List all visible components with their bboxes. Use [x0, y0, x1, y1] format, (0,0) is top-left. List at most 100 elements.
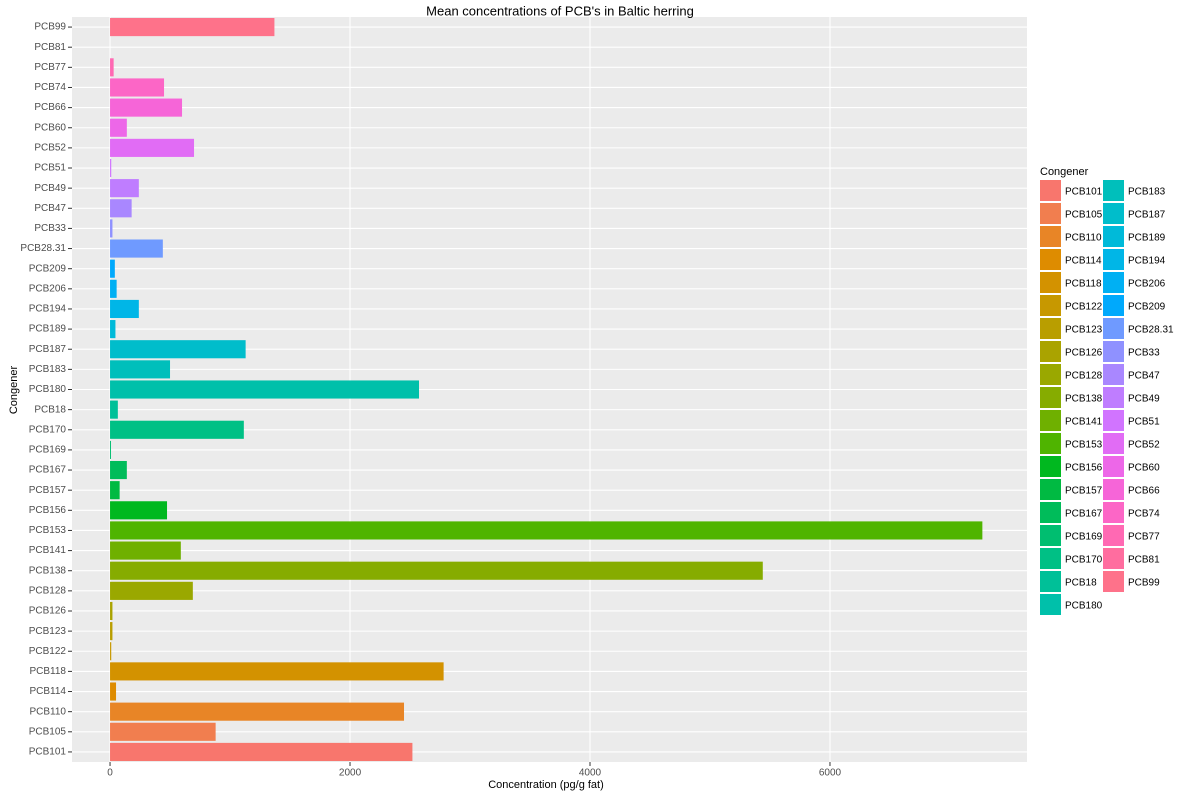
legend-key [1040, 341, 1061, 362]
legend-label: PCB189 [1128, 233, 1166, 244]
legend-label: PCB123 [1065, 325, 1103, 336]
legend-label: PCB114 [1065, 256, 1102, 267]
legend-key [1040, 387, 1061, 408]
legend-label: PCB126 [1065, 348, 1103, 359]
legend-label: PCB118 [1065, 279, 1102, 290]
legend-key [1040, 364, 1061, 385]
legend-label: PCB81 [1128, 555, 1160, 566]
legend-label: PCB194 [1128, 256, 1166, 267]
bar [110, 259, 115, 278]
legend-label: PCB138 [1065, 394, 1103, 405]
legend-label: PCB52 [1128, 440, 1160, 451]
legend-label: PCB167 [1065, 509, 1103, 520]
legend-key [1103, 226, 1124, 247]
legend-key [1040, 594, 1061, 615]
y-axis-title: Congener [8, 366, 20, 415]
bar [110, 481, 120, 500]
bar [110, 521, 983, 540]
y-tick-label: PCB105 [29, 726, 67, 737]
legend-key [1103, 249, 1124, 270]
bar [110, 541, 181, 560]
legend-label: PCB66 [1128, 486, 1160, 497]
legend-key [1040, 571, 1061, 592]
legend-key [1103, 456, 1124, 477]
bar [110, 158, 112, 178]
y-tick-label: PCB66 [34, 102, 66, 113]
y-tick-label: PCB156 [29, 505, 67, 516]
legend-label: PCB47 [1128, 371, 1160, 382]
y-tick-label: PCB60 [34, 122, 66, 133]
legend-title: Congener [1040, 166, 1089, 178]
legend-key [1040, 249, 1061, 270]
bar [110, 98, 183, 117]
legend-key [1103, 479, 1124, 500]
bar [110, 219, 113, 238]
bar [110, 279, 117, 298]
y-tick-label: PCB126 [29, 606, 67, 617]
bar [110, 662, 444, 681]
y-tick-label: PCB123 [29, 626, 67, 637]
legend-key [1040, 203, 1061, 224]
legend-label: PCB170 [1065, 555, 1103, 566]
bar [110, 622, 113, 641]
legend-label: PCB77 [1128, 532, 1160, 543]
legend-key [1040, 180, 1061, 201]
legend-label: PCB33 [1128, 348, 1160, 359]
bar [110, 581, 193, 600]
legend-label: PCB153 [1065, 440, 1103, 451]
y-tick-label: PCB99 [34, 22, 66, 33]
legend-label: PCB122 [1065, 302, 1103, 313]
legend-label: PCB74 [1128, 509, 1160, 520]
x-tick-label: 4000 [579, 768, 602, 779]
bar [110, 179, 139, 198]
legend-key [1103, 387, 1124, 408]
legend-label: PCB28.31 [1128, 325, 1174, 336]
legend-key [1103, 364, 1124, 385]
y-tick-label: PCB52 [34, 143, 66, 154]
bar [110, 561, 763, 580]
y-tick-label: PCB81 [34, 42, 66, 53]
legend-key [1103, 318, 1124, 339]
y-tick-label: PCB51 [34, 163, 66, 174]
bar [110, 380, 420, 399]
legend-label: PCB51 [1128, 417, 1160, 428]
bar [110, 460, 127, 480]
x-tick-label: 0 [107, 768, 113, 779]
legend-key [1103, 433, 1124, 454]
legend-label: PCB183 [1128, 187, 1166, 198]
bar [110, 239, 163, 258]
bar [110, 360, 171, 379]
bar [110, 58, 114, 77]
legend-label: PCB99 [1128, 578, 1160, 589]
legend-key [1040, 548, 1061, 569]
y-tick-label: PCB28.31 [20, 243, 66, 254]
y-tick-label: PCB128 [29, 585, 67, 596]
y-tick-label: PCB74 [34, 82, 66, 93]
legend-label: PCB209 [1128, 302, 1166, 313]
legend-label: PCB101 [1065, 187, 1103, 198]
y-tick-label: PCB167 [29, 465, 67, 476]
legend-key [1103, 548, 1124, 569]
y-tick-label: PCB153 [29, 525, 67, 536]
legend-label: PCB128 [1065, 371, 1103, 382]
y-tick-label: PCB18 [34, 404, 66, 415]
bar [110, 742, 413, 761]
bar [110, 682, 117, 701]
legend-key [1103, 410, 1124, 431]
bar [110, 400, 118, 419]
legend-label: PCB110 [1065, 233, 1102, 244]
legend-key [1040, 272, 1061, 293]
legend-key [1040, 525, 1061, 546]
y-tick-label: PCB187 [29, 344, 67, 355]
legend-label: PCB157 [1065, 486, 1103, 497]
y-tick-label: PCB110 [29, 706, 66, 717]
y-tick-label: PCB33 [34, 223, 66, 234]
y-tick-label: PCB170 [29, 424, 67, 435]
bar [110, 420, 244, 439]
x-tick-label: 2000 [339, 768, 362, 779]
y-tick-label: PCB138 [29, 565, 67, 576]
legend-key [1103, 341, 1124, 362]
bar [110, 501, 168, 520]
y-tick-label: PCB194 [29, 304, 67, 315]
